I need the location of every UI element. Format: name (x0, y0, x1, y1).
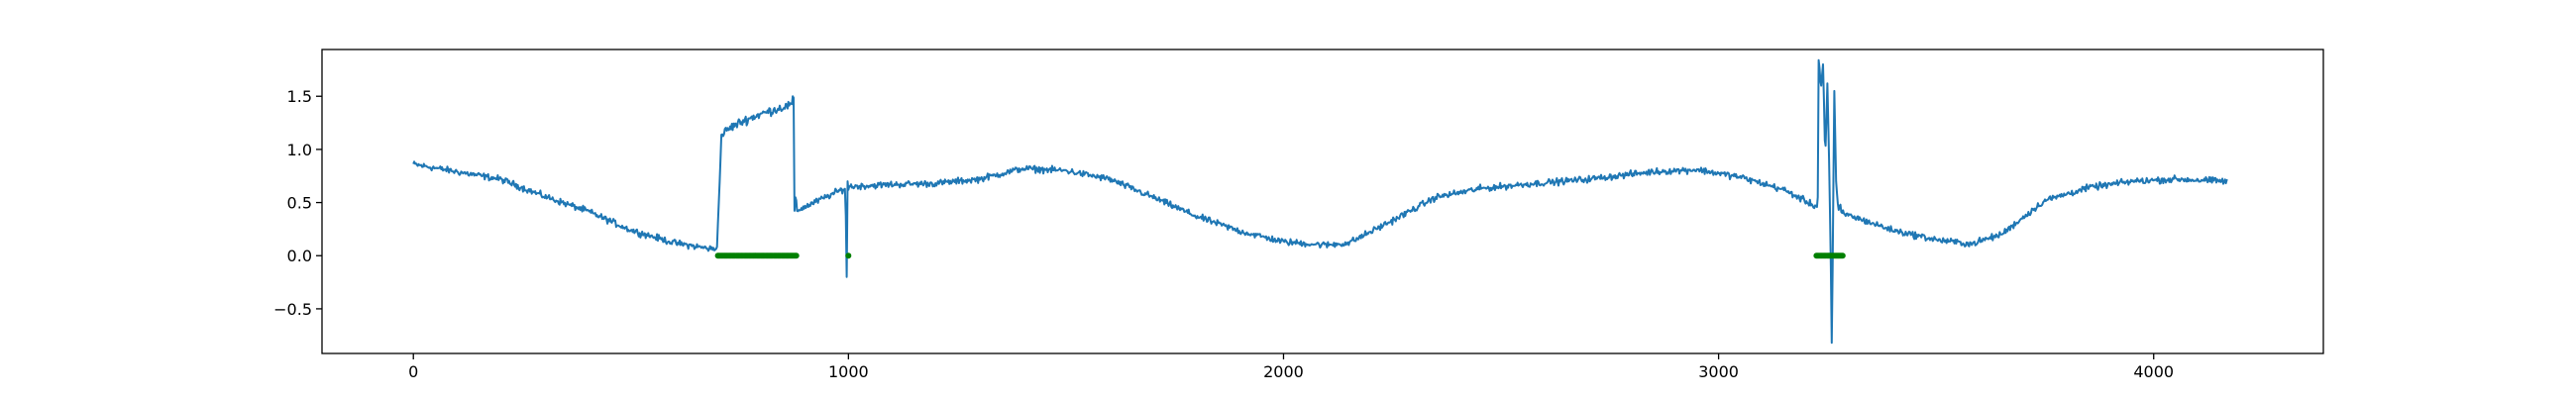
series-line-0 (412, 58, 2228, 345)
plot-area (412, 58, 2228, 345)
y-tick-label-2: 0.5 (287, 194, 312, 213)
x-tick-label-4: 4000 (2133, 362, 2174, 381)
x-tick-label-1: 1000 (828, 362, 869, 381)
y-tick-label-4: 1.5 (287, 87, 312, 106)
y-tick-label-0: −0.5 (273, 300, 312, 319)
x-tick-label-0: 0 (408, 362, 418, 381)
anomaly-marker-61 (845, 252, 852, 259)
x-tick-label-2: 2000 (1263, 362, 1304, 381)
y-tick-label-1: 0.0 (287, 247, 312, 265)
x-tick-label-3: 3000 (1698, 362, 1739, 381)
anomaly-marker-60 (793, 252, 800, 259)
y-tick-label-3: 1.0 (287, 141, 312, 159)
anomaly-marker-82 (1839, 252, 1846, 259)
axes-frame (321, 49, 2324, 354)
